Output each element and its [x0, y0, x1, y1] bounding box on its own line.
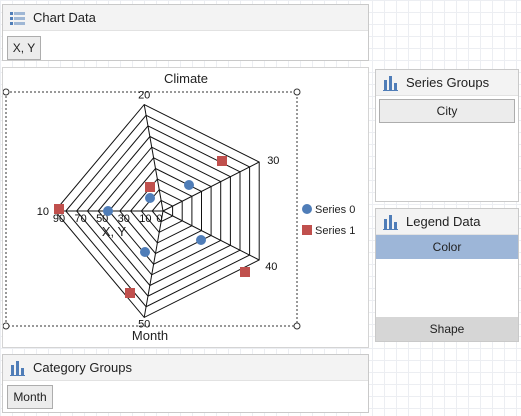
legend-shape-row[interactable]: Shape [376, 317, 518, 341]
handle-top-right [293, 88, 301, 96]
radar-ring [119, 167, 202, 255]
category-label: 40 [265, 261, 277, 273]
radar-category-labels: 20 30 40 50 10 [37, 90, 280, 331]
legend-data-panel: Legend Data Color Shape [375, 208, 519, 342]
radar-spoke [143, 210, 164, 318]
legend-data-header: Legend Data [376, 209, 518, 235]
chart-area-panel: Climate 20 30 40 50 10 90 70 50 30 10 0 X, Y Mont… [2, 67, 369, 348]
tick-label: 50 [96, 213, 108, 225]
series-0-point[interactable] [140, 247, 150, 257]
selection-handles[interactable] [3, 88, 301, 330]
x-axis-label: Month [132, 328, 168, 343]
series-1-markers[interactable] [54, 156, 250, 298]
series-groups-panel: Series Groups City [375, 69, 519, 202]
legend-series-0-marker [302, 204, 312, 214]
bar-chart-icon [382, 74, 400, 92]
handle-bottom-right [293, 322, 301, 330]
category-groups-panel: Category Groups Month [2, 354, 369, 413]
tick-label: 90 [53, 213, 65, 225]
bar-chart-icon [382, 213, 400, 231]
series-1-point[interactable] [240, 267, 250, 277]
category-label: 20 [138, 90, 150, 102]
radar-ring [97, 146, 222, 276]
handle-top-left [3, 88, 10, 96]
chart-data-value-chip[interactable]: X, Y [7, 36, 41, 60]
radar-spoke [143, 104, 164, 212]
radar-web [54, 103, 260, 319]
series-1-point[interactable] [125, 288, 135, 298]
radar-ring [129, 178, 193, 244]
legend-data-title: Legend Data [406, 214, 481, 229]
radar-tick-labels: 90 70 50 30 10 0 [53, 213, 163, 225]
radar-ring [65, 114, 251, 308]
radar-spoke [162, 161, 260, 212]
chart-legend[interactable]: Series 0 Series 1 [302, 204, 355, 237]
category-month-chip[interactable]: Month [7, 385, 53, 409]
series-city-field[interactable]: City [379, 99, 515, 123]
series-1-point[interactable] [54, 204, 64, 214]
series-1-point[interactable] [145, 182, 155, 192]
bar-chart-icon [9, 359, 27, 377]
series-groups-title: Series Groups [406, 75, 490, 90]
legend-color-row[interactable]: Color [376, 235, 518, 259]
series-0-point[interactable] [184, 180, 194, 190]
tick-label: 0 [156, 213, 162, 225]
chart-data-icon [9, 9, 27, 27]
category-groups-title: Category Groups [33, 360, 132, 375]
chart-title: Climate [164, 71, 208, 86]
chart-data-panel: Chart Data X, Y [2, 4, 369, 61]
legend-series-1-marker [302, 225, 312, 235]
series-0-markers[interactable] [103, 180, 206, 257]
radar-ring [54, 103, 260, 319]
series-0-point[interactable] [196, 235, 206, 245]
series-1-point[interactable] [217, 156, 227, 166]
radar-chart[interactable]: Climate 20 30 40 50 10 90 70 50 30 10 0 X, Y Mont… [3, 68, 368, 347]
category-label: 50 [138, 318, 150, 330]
tick-label: 30 [118, 213, 130, 225]
radar-spoke [162, 210, 260, 261]
category-groups-header: Category Groups [3, 355, 368, 381]
tick-label: 70 [74, 213, 86, 225]
chart-data-header: Chart Data [3, 5, 368, 31]
category-label: 10 [37, 206, 49, 218]
category-label: 30 [267, 155, 279, 167]
radar-ring [151, 199, 174, 223]
tick-label: 10 [139, 213, 151, 225]
legend-series-1-label: Series 1 [315, 225, 355, 237]
legend-series-0-label: Series 0 [315, 204, 355, 216]
y-axis-label: X, Y [102, 224, 127, 239]
radar-ring [140, 189, 183, 233]
series-0-point[interactable] [145, 193, 155, 203]
radar-ring [86, 135, 231, 287]
series-groups-header: Series Groups [376, 70, 518, 96]
plot-selection-frame [5, 91, 298, 327]
series-0-point[interactable] [103, 206, 113, 216]
handle-bottom-left [3, 322, 10, 330]
radar-ring [108, 157, 212, 265]
chart-data-title: Chart Data [33, 10, 96, 25]
